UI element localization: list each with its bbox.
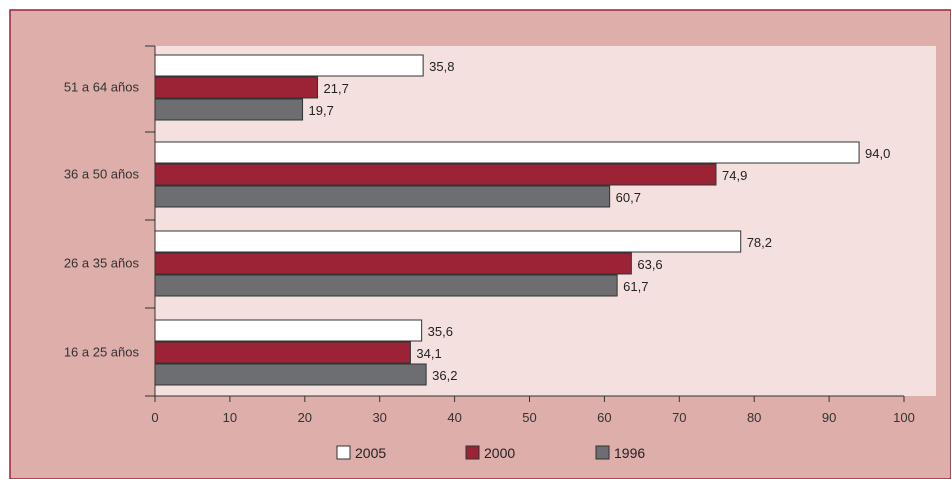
value-label: 74,9 bbox=[722, 168, 747, 183]
x-tick-label: 90 bbox=[822, 410, 836, 425]
legend-swatch-1996 bbox=[595, 445, 610, 460]
bar-2005 bbox=[154, 319, 423, 342]
bar-1996 bbox=[154, 274, 618, 297]
bar-2005 bbox=[154, 230, 742, 253]
bar-2000 bbox=[154, 163, 717, 186]
value-label: 63,6 bbox=[637, 257, 662, 272]
bar-1996 bbox=[154, 185, 611, 208]
value-label: 60,7 bbox=[616, 190, 641, 205]
legend-label: 2000 bbox=[484, 445, 515, 461]
value-label: 21,7 bbox=[324, 81, 349, 96]
value-label: 36,2 bbox=[432, 368, 457, 383]
category-label: 16 a 25 años bbox=[64, 345, 140, 360]
bar-2000 bbox=[154, 341, 411, 364]
bar-2005 bbox=[154, 54, 424, 77]
x-tick-label: 70 bbox=[672, 410, 686, 425]
x-tick-label: 60 bbox=[597, 410, 611, 425]
value-label: 78,2 bbox=[747, 235, 772, 250]
bar-2005 bbox=[154, 141, 860, 164]
value-label: 94,0 bbox=[865, 146, 890, 161]
value-label: 61,7 bbox=[623, 279, 648, 294]
bar-2000 bbox=[154, 252, 632, 275]
x-tick-label: 50 bbox=[522, 410, 536, 425]
x-tick-label: 30 bbox=[372, 410, 386, 425]
x-tick-label: 80 bbox=[747, 410, 761, 425]
legend-swatch-2005 bbox=[336, 445, 351, 460]
category-label: 26 a 35 años bbox=[64, 256, 140, 271]
category-label: 36 a 50 años bbox=[64, 167, 140, 182]
legend-swatch-2000 bbox=[465, 445, 480, 460]
x-tick-label: 100 bbox=[893, 410, 915, 425]
value-label: 19,7 bbox=[309, 103, 334, 118]
category-label: 51 a 64 años bbox=[64, 80, 140, 95]
legend-label: 1996 bbox=[614, 445, 645, 461]
bar-1996 bbox=[154, 98, 304, 121]
x-tick-label: 10 bbox=[223, 410, 237, 425]
value-label: 35,8 bbox=[429, 59, 454, 74]
value-label: 34,1 bbox=[416, 346, 441, 361]
legend-label: 2005 bbox=[355, 445, 386, 461]
x-tick-label: 20 bbox=[298, 410, 312, 425]
x-tick-label: 0 bbox=[151, 410, 158, 425]
bar-2000 bbox=[154, 76, 319, 99]
value-label: 35,6 bbox=[428, 324, 453, 339]
x-tick-label: 40 bbox=[447, 410, 461, 425]
bar-1996 bbox=[154, 363, 427, 386]
